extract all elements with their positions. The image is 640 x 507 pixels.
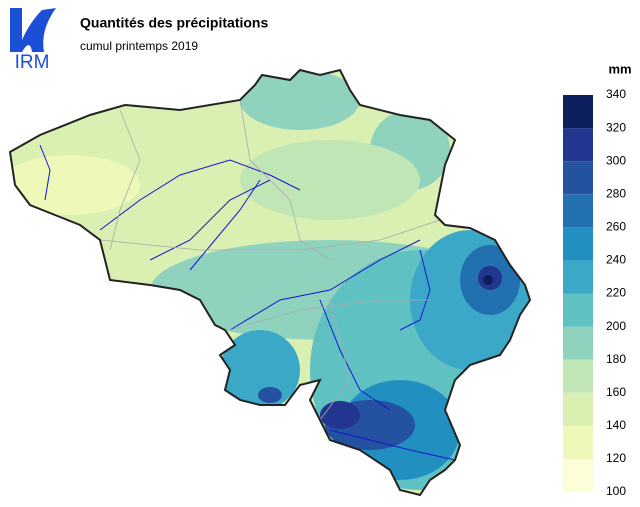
legend-swatch (563, 128, 593, 162)
country-border (8, 68, 532, 497)
legend-tick-label: 140 (606, 418, 626, 432)
precipitation-map (10, 70, 530, 495)
legend-tick-label: 200 (606, 319, 626, 333)
legend-tick-label: 340 (606, 87, 626, 101)
legend-tick-label: 320 (606, 120, 626, 134)
legend-swatch (563, 458, 593, 492)
legend-tick-label: 120 (606, 451, 626, 465)
logo-mark (10, 8, 56, 52)
legend-tick-label: 220 (606, 286, 626, 300)
legend-tick-label: 100 (606, 484, 626, 498)
legend-swatch (563, 359, 593, 393)
legend-swatch (563, 260, 593, 294)
subtitle: cumul printemps 2019 (80, 39, 198, 53)
legend-swatch (563, 227, 593, 261)
legend-swatch (563, 95, 593, 129)
legend-swatch (563, 392, 593, 426)
logo-text: IRM (15, 52, 50, 73)
legend-swatch (563, 161, 593, 195)
title: Quantités des précipitations (80, 15, 268, 31)
legend-tick-label: 260 (606, 220, 626, 234)
legend-tick-label: 240 (606, 253, 626, 267)
legend-swatch (563, 293, 593, 327)
legend-swatch (563, 425, 593, 459)
legend-swatch (563, 194, 593, 228)
legend-swatch (563, 326, 593, 360)
legend-tick-label: 280 (606, 186, 626, 200)
legend-tick-label: 300 (606, 153, 626, 167)
legend: mm 100 120 140 160 180 200 220 240 260 280 300 320 3… (563, 61, 632, 498)
legend-unit: mm (608, 61, 631, 76)
legend-tick-label: 160 (606, 385, 626, 399)
legend-tick-label: 180 (606, 352, 626, 366)
logo: IRM (10, 8, 56, 73)
